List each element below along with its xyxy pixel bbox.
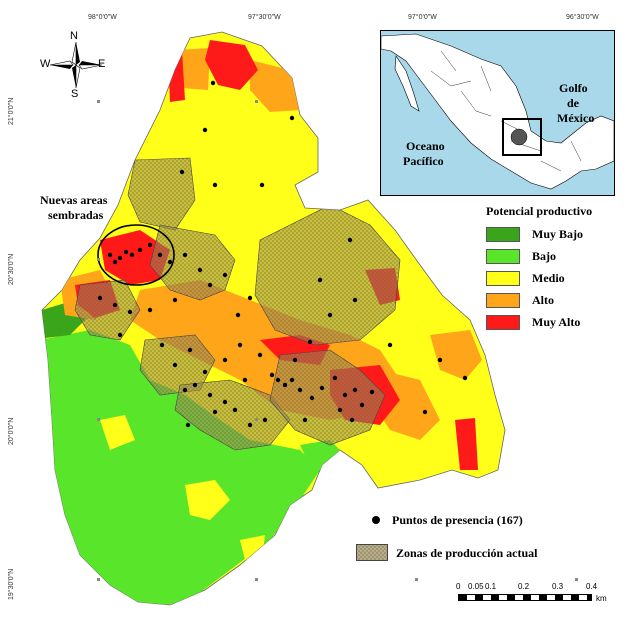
points-legend-dot (372, 516, 380, 524)
zone-muy-alto-callout (100, 230, 170, 285)
inset-gulf-1: Golfo (559, 81, 588, 95)
zones-legend-swatch (356, 544, 388, 561)
legend-label: Muy Alto (532, 314, 581, 329)
inset-ocean-2: Pacífico (403, 154, 444, 168)
legend-label: Medio (532, 270, 565, 285)
legend-swatch (486, 248, 520, 264)
zone-muy-alto-north (205, 40, 258, 90)
legend-title: Potencial productivo (486, 204, 593, 218)
scale-unit: km (596, 594, 607, 603)
coord-top-2: 97°30'0"W (248, 14, 281, 21)
zones-legend-label: Zonas de producción actual (396, 546, 538, 560)
scale-tick-2: 0.1 (485, 582, 497, 591)
legend-label: Alto (532, 292, 554, 307)
presence-points (97, 80, 468, 428)
legend-item-muy-bajo: Muy Bajo (486, 223, 614, 245)
production-zone-far-west (74, 279, 141, 341)
inset-gulf-2: de (567, 96, 579, 110)
legend-label: Muy Bajo (532, 226, 583, 241)
compass-s: S (71, 88, 79, 100)
legend-swatch (486, 270, 520, 286)
scale-tick-5: 0.4 (586, 582, 598, 591)
inset-map: Golfo de México Oceano Pacífico (380, 30, 615, 196)
new-areas-circle (97, 224, 175, 286)
coord-top-4: 96°30'0"W (566, 14, 599, 21)
zone-medio-south-1 (185, 480, 230, 520)
callout-line-2: sembradas (48, 208, 104, 222)
callout-line-1: Nuevas areas (40, 193, 108, 207)
legend-swatch (486, 292, 520, 308)
coord-top-1: 98°0'0"W (88, 14, 117, 21)
compass-n: N (70, 30, 78, 42)
legend-swatch (486, 226, 520, 242)
scale-bar-graphic (458, 594, 592, 601)
zone-alto-northwest (178, 48, 210, 90)
legend-swatch (486, 314, 520, 330)
compass-e: E (98, 58, 106, 70)
zone-medio-south-2 (100, 415, 135, 450)
scale-tick-1: 0.05 (468, 582, 484, 591)
scale-tick-3: 0.2 (518, 582, 530, 591)
north-arrow-icon (49, 41, 103, 89)
production-zone-center (254, 204, 401, 346)
legend-label: Bajo (532, 248, 556, 263)
legend-item-bajo: Bajo (486, 245, 614, 267)
legend: Potencial productivo Muy Bajo Bajo Medio… (486, 204, 614, 333)
inset-gulf-3: México (557, 111, 595, 125)
legend-item-medio: Medio (486, 267, 614, 289)
coord-top-3: 97°0'0"W (408, 14, 437, 21)
compass-w: W (40, 58, 51, 70)
inset-ocean-1: Oceano (406, 139, 445, 153)
zone-alto-east (430, 330, 482, 380)
zone-muy-alto-northeast (168, 50, 185, 102)
inset-study-area-box (502, 118, 542, 156)
points-legend-label: Puntos de presencia (167) (392, 513, 523, 527)
legend-item-muy-alto: Muy Alto (486, 311, 614, 333)
legend-item-alto: Alto (486, 289, 614, 311)
scale-tick-4: 0.3 (552, 582, 564, 591)
production-zone-south (174, 379, 291, 451)
mexico-outline (381, 33, 614, 190)
production-zone-southeast (269, 349, 386, 446)
scale-tick-0: 0 (456, 582, 461, 591)
zone-muy-alto-far-east (455, 418, 478, 470)
scale-bar: 0 0.05 0.1 0.2 0.3 0.4 km (456, 582, 616, 610)
zone-bajo-east (340, 476, 372, 505)
